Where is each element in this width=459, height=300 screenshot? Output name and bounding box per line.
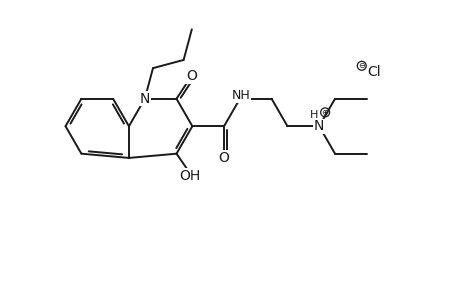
- Text: Cl: Cl: [366, 65, 380, 79]
- Text: H: H: [309, 110, 318, 120]
- Text: NH: NH: [231, 89, 250, 102]
- Text: ⊕: ⊕: [321, 108, 328, 117]
- Text: O: O: [218, 151, 229, 165]
- Text: N: N: [139, 92, 150, 106]
- Text: ⊖: ⊖: [358, 61, 364, 70]
- Text: O: O: [185, 69, 196, 83]
- Text: OH: OH: [179, 169, 200, 183]
- Text: N: N: [313, 119, 324, 133]
